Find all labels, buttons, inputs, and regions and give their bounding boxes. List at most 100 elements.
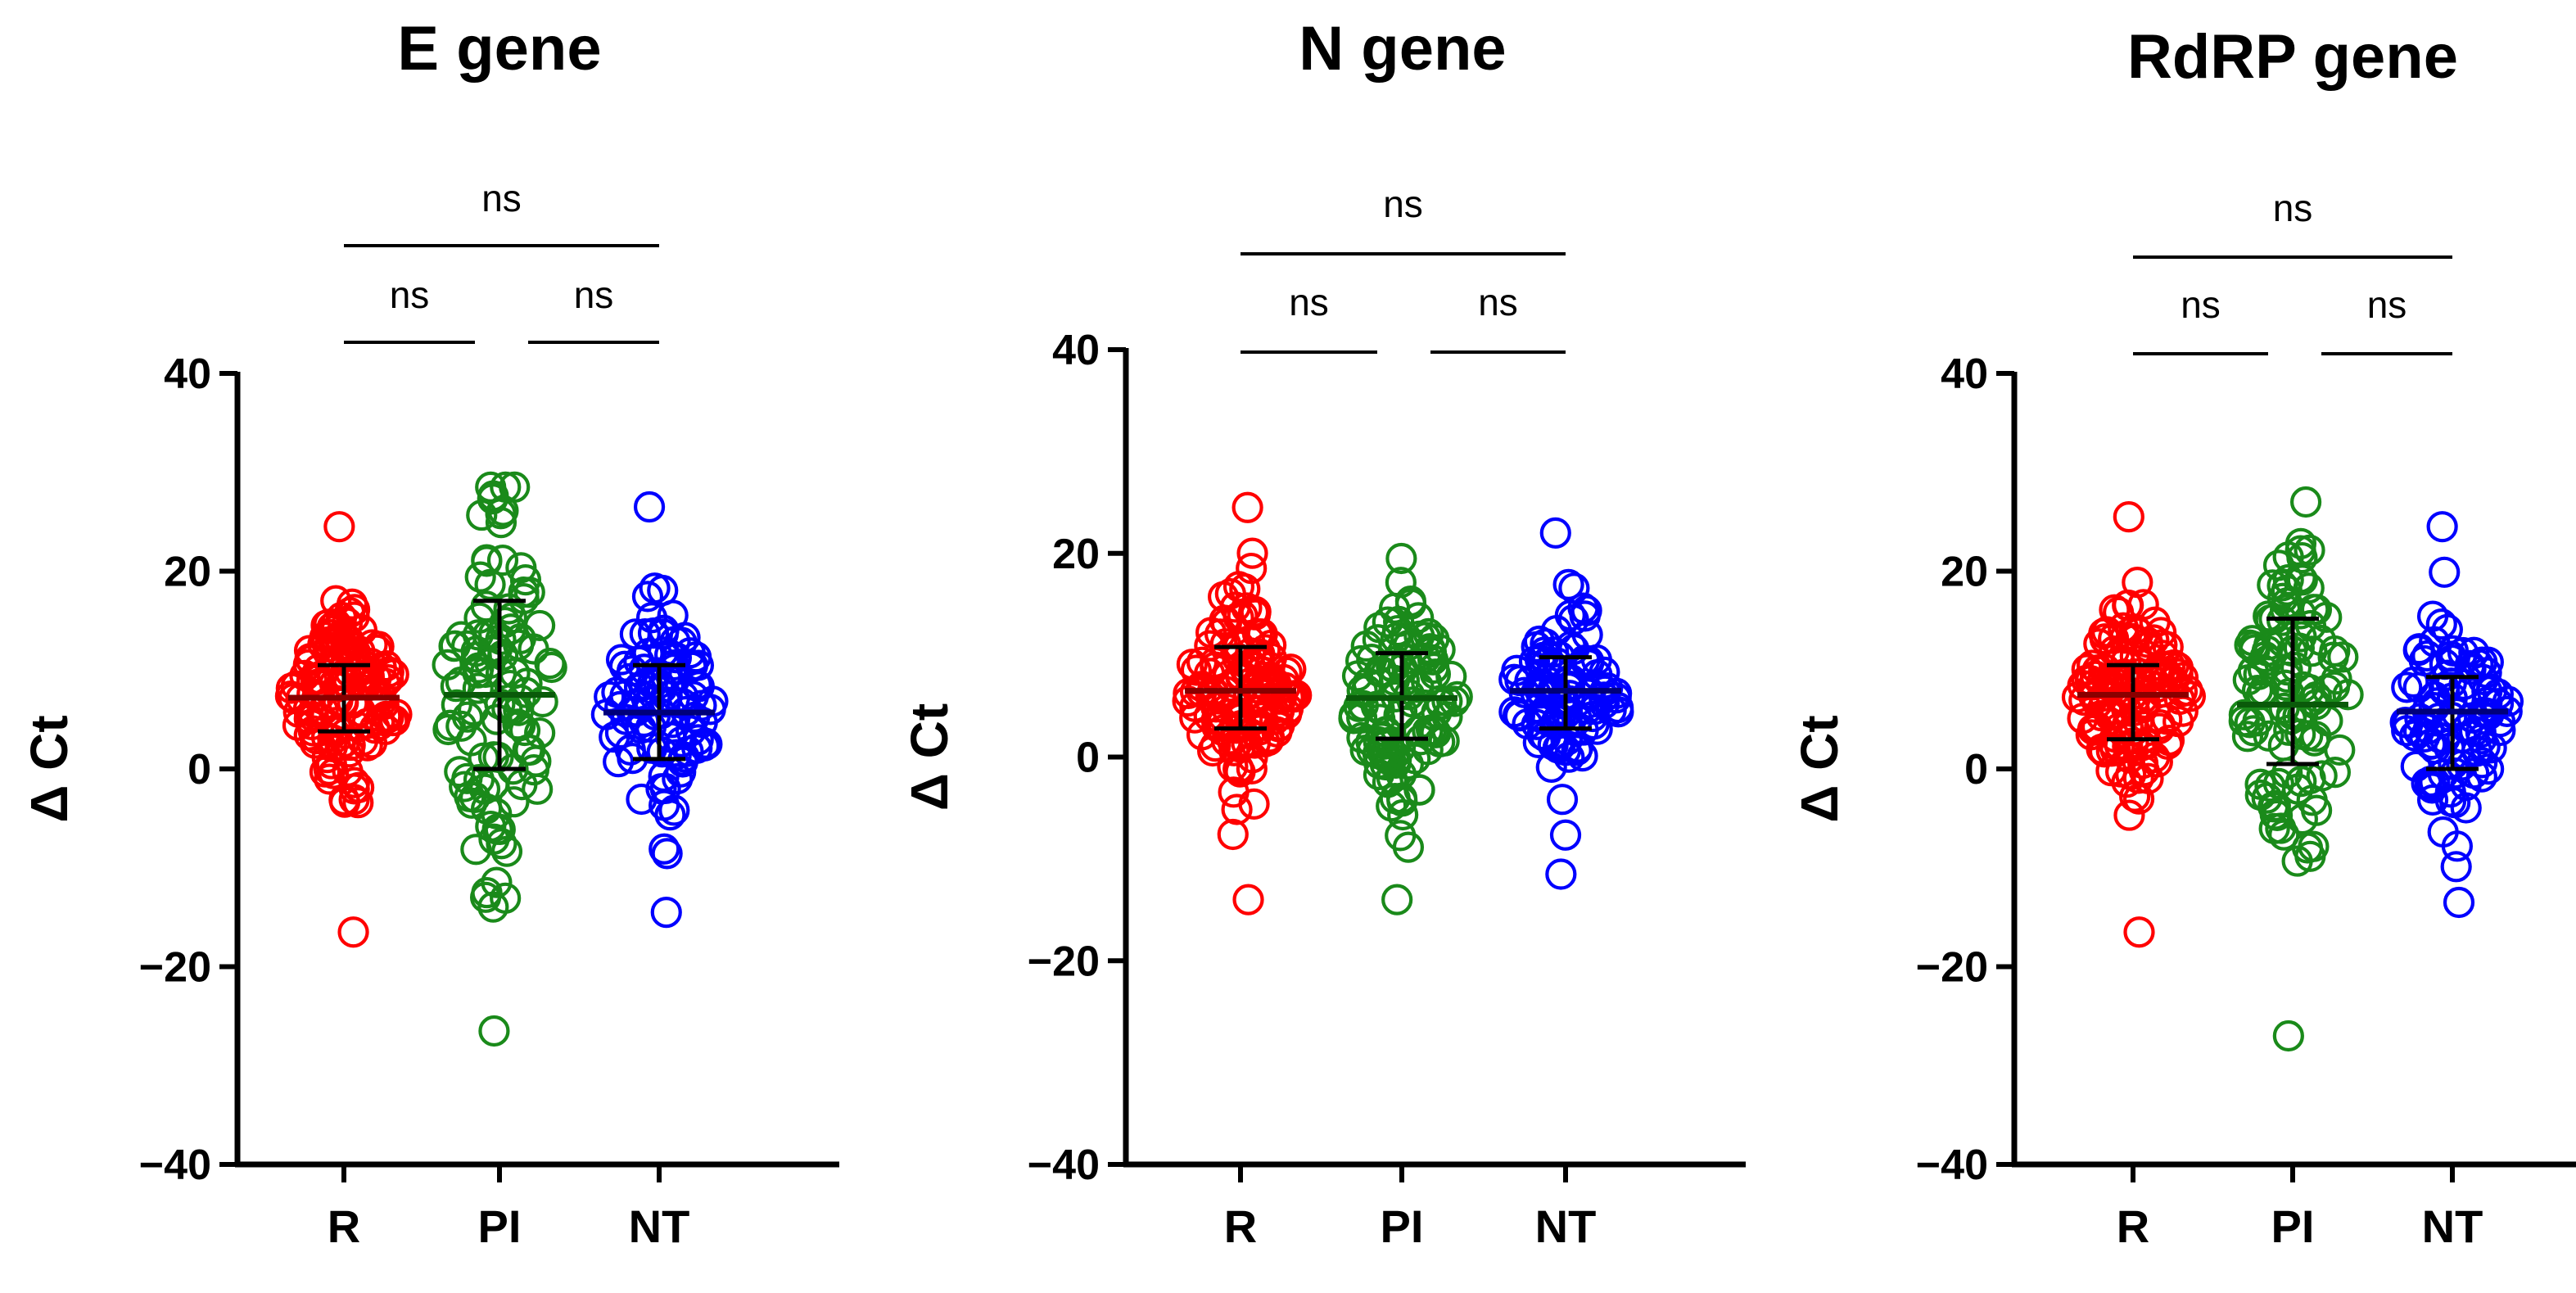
data-point-R — [1218, 776, 1250, 808]
data-point-PI — [477, 635, 509, 667]
data-point-NT — [629, 617, 661, 650]
data-point-PI — [1394, 679, 1426, 711]
chart-panel-1: E gene Δ Ct 40 20 0 −20 −40 R PI NT ns ns ns — [20, 14, 839, 1252]
y-axis-label: Δ Ct — [900, 703, 959, 811]
data-point-PI — [2272, 1019, 2304, 1052]
data-point-NT — [658, 794, 690, 826]
data-point-PI — [2285, 527, 2317, 559]
data-point-NT — [2425, 608, 2457, 640]
data-point-NT — [2416, 600, 2449, 632]
data-point-NT — [614, 734, 646, 766]
data-point-PI — [455, 725, 487, 757]
data-point-R — [2071, 653, 2103, 685]
data-point-R — [2119, 780, 2151, 812]
y-tick-label: 40 — [1052, 327, 1100, 374]
data-point-NT — [633, 491, 666, 523]
data-point-R — [1222, 571, 1255, 603]
data-point-PI — [1403, 602, 1435, 634]
data-point-PI — [2289, 486, 2322, 518]
data-point-NT — [2434, 785, 2467, 817]
y-axis-label: Δ Ct — [20, 715, 79, 822]
data-point-R — [326, 601, 358, 633]
data-point-R — [323, 511, 355, 543]
data-point-R — [2113, 589, 2144, 622]
y-tick-label: 0 — [1076, 735, 1100, 782]
data-point-NT — [666, 626, 698, 658]
data-point-PI — [2294, 534, 2325, 566]
data-point-PI — [445, 621, 477, 653]
data-point-R — [2144, 712, 2176, 744]
data-point-NT — [674, 637, 706, 669]
significance-label: ns — [2181, 283, 2221, 326]
significance-label: ns — [1383, 183, 1423, 225]
data-point-R — [2141, 746, 2173, 778]
data-point-R — [275, 672, 307, 704]
x-tick-label: NT — [629, 1200, 690, 1252]
data-point-NT — [1545, 858, 1577, 890]
y-tick-label: −40 — [1916, 1142, 1988, 1189]
data-point-PI — [1385, 542, 1417, 575]
data-point-NT — [649, 772, 681, 805]
data-point-NT — [2429, 556, 2461, 588]
data-point-PI — [1350, 630, 1382, 662]
data-point-PI — [2286, 541, 2318, 574]
data-point-R — [342, 787, 374, 819]
data-point-PI — [512, 734, 544, 766]
data-point-PI — [474, 568, 506, 600]
data-point-PI — [2253, 629, 2285, 661]
data-point-R — [314, 763, 346, 795]
data-point-PI — [1403, 715, 1435, 747]
data-point-R — [355, 727, 388, 759]
y-tick-label: 20 — [1941, 549, 1988, 596]
data-point-R — [2126, 747, 2159, 780]
data-point-R — [2107, 682, 2139, 714]
data-point-NT — [1549, 819, 1582, 851]
data-point-PI — [2258, 812, 2290, 844]
x-tick-label: NT — [1535, 1200, 1597, 1252]
data-point-PI — [466, 499, 498, 531]
data-point-NT — [1552, 568, 1584, 600]
data-point-R — [1217, 751, 1249, 783]
data-point-NT — [2428, 671, 2460, 703]
x-tick-label: R — [328, 1200, 360, 1252]
data-point-PI — [1403, 774, 1435, 806]
data-point-NT — [2400, 750, 2432, 782]
data-point-PI — [2327, 641, 2359, 673]
data-point-R — [2088, 736, 2121, 768]
data-point-PI — [2270, 669, 2302, 701]
data-point-NT — [2443, 886, 2475, 919]
y-tick-label: −20 — [1916, 944, 1988, 992]
data-point-R — [309, 756, 341, 788]
data-point-PI — [505, 552, 537, 584]
data-point-R — [1218, 735, 1250, 766]
data-point-PI — [490, 835, 523, 867]
data-point-NT — [2391, 671, 2423, 703]
data-point-PI — [1424, 634, 1456, 666]
data-point-PI — [462, 672, 494, 704]
y-tick-label: −40 — [139, 1142, 211, 1189]
data-point-PI — [508, 576, 540, 608]
data-point-NT — [1539, 517, 1571, 549]
y-tick-label: 20 — [164, 549, 211, 596]
data-point-NT — [2426, 511, 2458, 543]
data-point-R — [2139, 606, 2171, 638]
significance-label: ns — [481, 177, 522, 219]
data-point-NT — [1572, 649, 1604, 680]
data-point-R — [311, 742, 343, 774]
y-tick-label: −20 — [139, 944, 211, 992]
data-point-NT — [657, 599, 689, 631]
chart-panel-3: RdRP gene Δ Ct 40 20 0 −20 −40 R PI NT ns ns ns — [1790, 22, 2576, 1252]
data-point-R — [1172, 685, 1204, 717]
data-point-R — [1221, 793, 1253, 825]
data-point-PI — [1385, 567, 1417, 599]
y-tick-label: 20 — [1052, 531, 1100, 578]
data-point-PI — [464, 561, 496, 593]
data-point-R — [2099, 594, 2131, 626]
y-axis-label: Δ Ct — [1790, 715, 1849, 822]
data-point-R — [337, 916, 369, 948]
data-point-NT — [1546, 784, 1579, 816]
data-point-R — [364, 709, 395, 741]
data-point-NT — [650, 896, 682, 929]
data-point-R — [1239, 599, 1272, 631]
